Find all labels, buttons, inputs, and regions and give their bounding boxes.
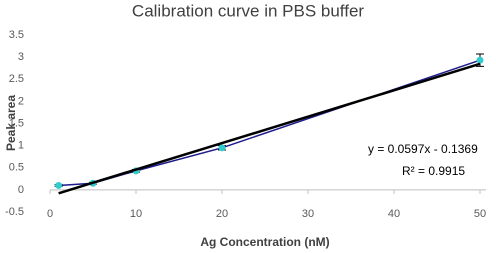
data-point bbox=[218, 144, 226, 152]
data-point bbox=[55, 181, 63, 189]
data-point bbox=[476, 56, 484, 64]
trendline bbox=[58, 62, 481, 195]
y-tick-label: 3 bbox=[18, 51, 24, 63]
y-tick-label: -0.5 bbox=[5, 206, 24, 218]
annotation: R² = 0.9915 bbox=[402, 164, 465, 178]
x-tick-label: 0 bbox=[47, 208, 53, 220]
y-tick-label: 1.5 bbox=[9, 117, 24, 129]
y-axis-title: Peak area bbox=[4, 95, 18, 151]
y-tick-label: 0 bbox=[18, 184, 24, 196]
y-tick-label: 0.5 bbox=[9, 162, 24, 174]
chart-title: Calibration curve in PBS buffer bbox=[132, 1, 364, 20]
y-tick-label: 3.5 bbox=[9, 29, 24, 41]
y-tick-label: 2.5 bbox=[9, 73, 24, 85]
y-tick-label: 2 bbox=[18, 95, 24, 107]
y-tick-label: 1 bbox=[18, 140, 24, 152]
annotation: y = 0.0597x - 0.1369 bbox=[368, 142, 478, 156]
x-tick-label: 20 bbox=[216, 208, 228, 220]
x-tick-label: 10 bbox=[130, 208, 142, 220]
x-tick-label: 50 bbox=[474, 208, 486, 220]
x-tick-label: 40 bbox=[388, 208, 400, 220]
x-tick-label: 30 bbox=[302, 208, 314, 220]
x-axis-title: Ag Concentration (nM) bbox=[200, 235, 329, 249]
